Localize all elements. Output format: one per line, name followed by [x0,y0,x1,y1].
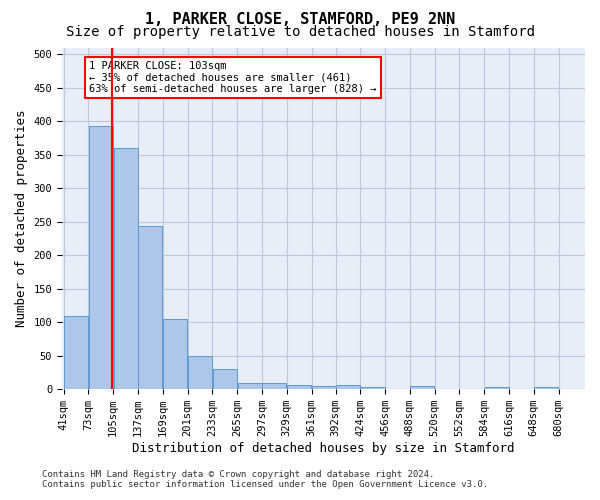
Bar [64,316,88,389]
Bar [113,148,137,389]
Text: 1, PARKER CLOSE, STAMFORD, PE9 2NN: 1, PARKER CLOSE, STAMFORD, PE9 2NN [145,12,455,28]
Bar [213,369,237,389]
Bar [361,387,385,389]
Bar [188,356,212,389]
Bar [139,226,163,389]
Text: Size of property relative to detached houses in Stamford: Size of property relative to detached ho… [65,25,535,39]
Bar [238,382,262,389]
Bar [534,386,558,389]
Bar [485,386,509,389]
Y-axis label: Number of detached properties: Number of detached properties [15,110,28,327]
Text: Contains HM Land Registry data © Crown copyright and database right 2024.
Contai: Contains HM Land Registry data © Crown c… [42,470,488,489]
Bar [312,386,336,389]
Bar [336,384,360,389]
Bar [435,388,459,389]
Bar [410,386,434,389]
Bar [89,126,113,389]
Bar [385,388,410,389]
Bar [287,385,311,389]
Text: 1 PARKER CLOSE: 103sqm
← 35% of detached houses are smaller (461)
63% of semi-de: 1 PARKER CLOSE: 103sqm ← 35% of detached… [89,61,377,94]
Bar [262,383,286,389]
Bar [163,319,187,389]
X-axis label: Distribution of detached houses by size in Stamford: Distribution of detached houses by size … [132,442,515,455]
